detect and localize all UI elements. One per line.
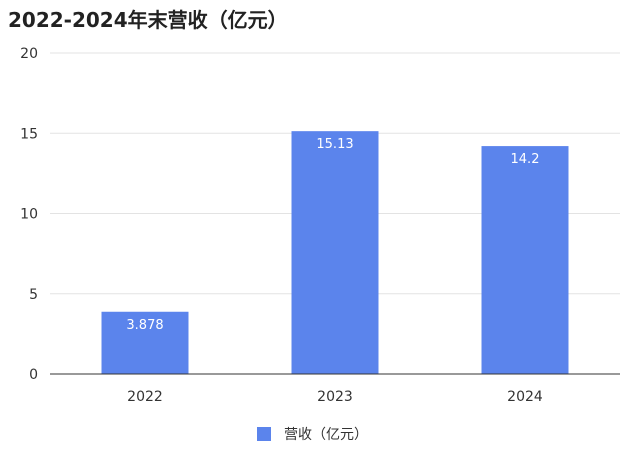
chart-title: 2022-2024年末营收（亿元） bbox=[8, 8, 288, 32]
legend-label: 营收（亿元） bbox=[284, 427, 368, 443]
y-tick-label: 10 bbox=[20, 207, 38, 223]
data-label: 14.2 bbox=[511, 152, 540, 167]
x-tick-label: 2023 bbox=[317, 389, 353, 405]
bar bbox=[481, 146, 569, 374]
y-tick-label: 20 bbox=[20, 46, 38, 62]
data-label: 3.878 bbox=[126, 318, 163, 333]
y-tick-label: 5 bbox=[29, 287, 38, 303]
y-tick-label: 0 bbox=[29, 367, 38, 383]
x-tick-label: 2024 bbox=[507, 389, 543, 405]
legend-swatch bbox=[257, 427, 271, 441]
y-tick-label: 15 bbox=[20, 126, 38, 142]
x-tick-label: 2022 bbox=[127, 389, 163, 405]
bar bbox=[101, 311, 189, 374]
data-label: 15.13 bbox=[316, 137, 353, 152]
bar bbox=[291, 131, 379, 374]
